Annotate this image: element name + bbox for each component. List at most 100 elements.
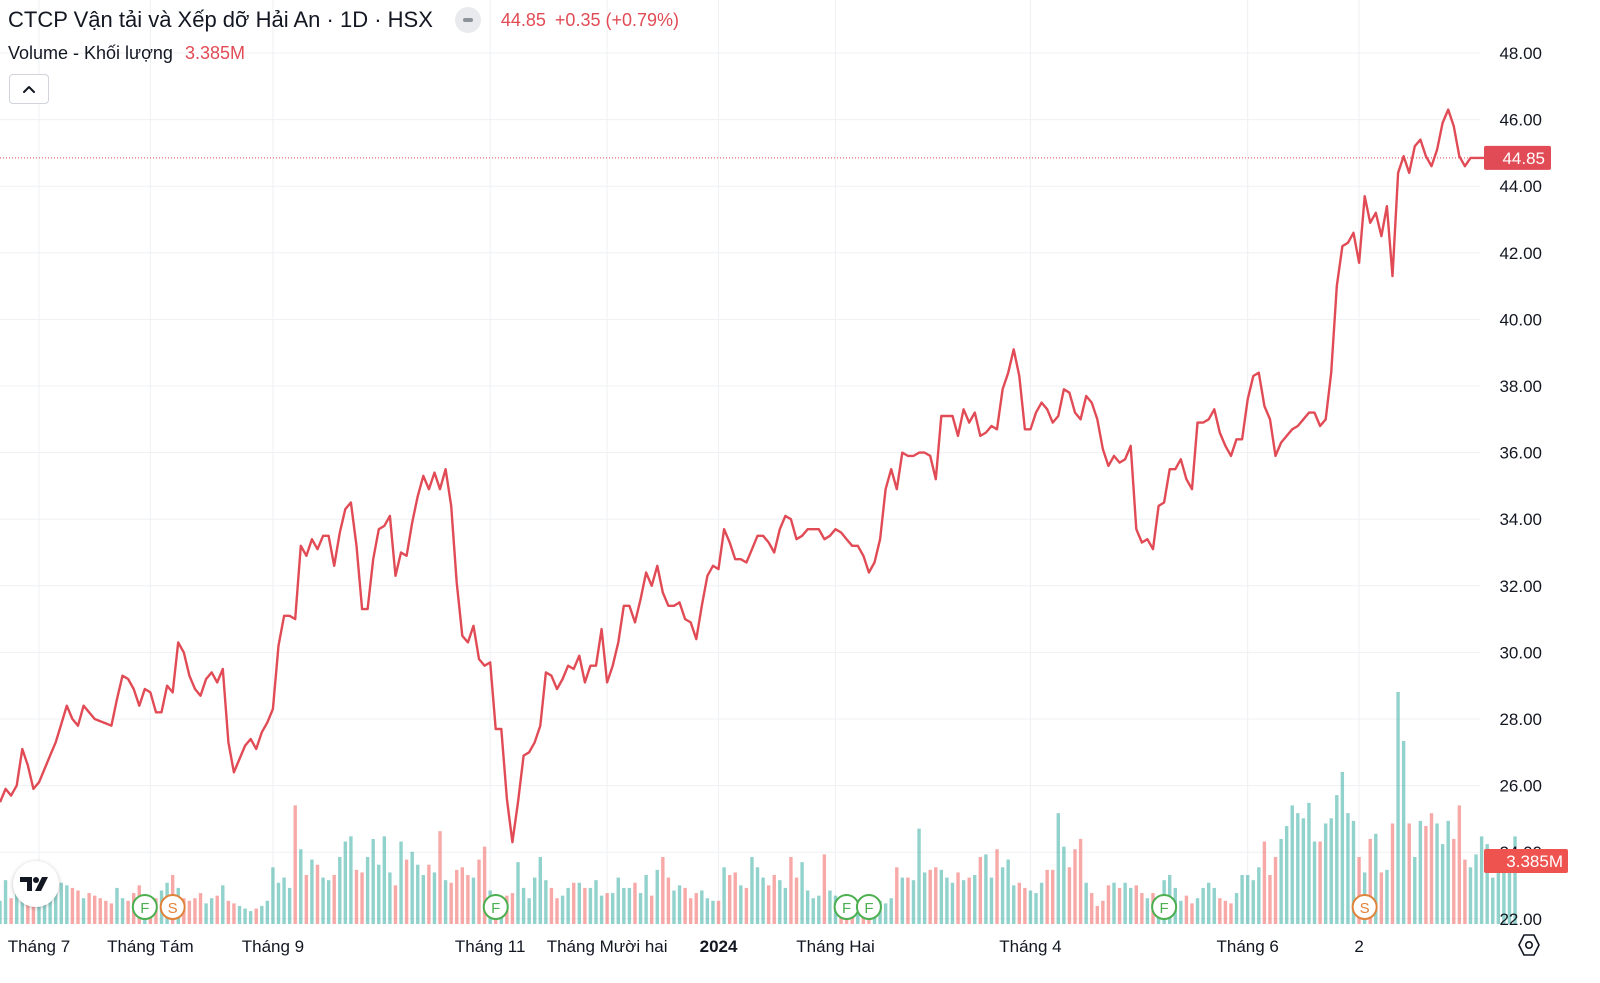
volume-bar — [126, 900, 130, 924]
volume-bar — [766, 885, 771, 924]
tradingview-logo[interactable] — [13, 861, 59, 907]
volume-bar — [566, 887, 570, 924]
volume-bar — [805, 890, 810, 924]
volume-bar — [1195, 898, 1200, 924]
x-axis-label: Tháng Tám — [107, 937, 194, 956]
volume-bar — [81, 898, 86, 924]
volume-bar — [755, 867, 760, 924]
volume-bar — [326, 880, 331, 924]
event-marker-label: F — [140, 900, 149, 917]
volume-bar — [1045, 869, 1049, 924]
volume-bar — [321, 877, 325, 924]
volume-bar — [1039, 882, 1044, 924]
volume-bar — [1201, 887, 1205, 924]
volume-bar — [1418, 820, 1423, 924]
event-marker-label: S — [1360, 900, 1370, 917]
y-axis-label: 42.00 — [1499, 244, 1542, 263]
volume-bar — [1479, 836, 1484, 924]
volume-bar — [466, 875, 470, 924]
volume-bar — [449, 882, 453, 924]
volume-bar — [1407, 823, 1411, 924]
volume-bar — [1502, 856, 1506, 924]
symbol-title[interactable]: CTCP Vận tải và Xếp dỡ Hải An · 1D · HSX — [8, 7, 433, 32]
event-marker — [1151, 894, 1178, 920]
y-axis-label: 48.00 — [1499, 44, 1542, 63]
volume-bar — [248, 911, 253, 924]
volume-bar — [193, 898, 197, 924]
volume-bar — [683, 887, 687, 924]
volume-bar — [1268, 875, 1272, 924]
volume-bar — [611, 893, 615, 924]
volume-bar — [666, 877, 671, 924]
volume-bar — [215, 895, 219, 924]
volume-bar — [577, 882, 581, 924]
market-status-icon[interactable] — [454, 7, 481, 33]
volume-bar — [544, 880, 548, 924]
volume-bar — [349, 836, 353, 924]
volume-bar — [1468, 867, 1473, 924]
volume-bar — [928, 869, 932, 924]
volume-bar — [76, 890, 80, 924]
volume-bar — [649, 895, 654, 924]
volume-bar — [967, 877, 971, 924]
volume-bar — [187, 900, 192, 924]
volume-bar — [438, 831, 442, 924]
collapse-legend-button[interactable] — [9, 74, 49, 104]
volume-bar — [1491, 877, 1495, 924]
volume-bar — [1112, 882, 1116, 924]
volume-bar — [98, 898, 102, 924]
volume-bar — [1179, 900, 1183, 924]
volume-bar — [711, 900, 715, 924]
volume-bar — [198, 893, 203, 924]
volume-bar — [1000, 867, 1005, 924]
volume-bar — [1440, 844, 1445, 924]
volume-label[interactable]: Volume - Khối lượng — [8, 43, 173, 63]
volume-bar — [42, 890, 47, 924]
volume-bar — [1368, 838, 1372, 924]
volume-bar — [1374, 833, 1378, 924]
last-price-tag — [1484, 145, 1551, 170]
volume-bar — [516, 862, 520, 924]
volume-bar — [778, 880, 782, 924]
volume-bar — [1485, 844, 1489, 924]
volume-bar — [688, 898, 693, 924]
volume-bar — [59, 882, 63, 924]
volume-bar — [1056, 813, 1060, 924]
volume-bar — [1284, 826, 1289, 924]
chevron-up-icon — [23, 85, 35, 93]
volume-bar — [48, 895, 52, 924]
volume-bar — [661, 856, 665, 924]
volume-bar — [226, 900, 231, 924]
volume-bar — [956, 872, 960, 924]
volume-bar — [9, 898, 13, 924]
volume-bar — [1078, 838, 1083, 924]
volume-bar — [900, 877, 905, 924]
volume-bar — [3, 880, 8, 924]
x-axis-label: Tháng 4 — [999, 937, 1061, 956]
volume-bar — [404, 859, 409, 924]
volume-bar — [1346, 813, 1350, 924]
volume-bar — [232, 903, 236, 924]
volume-bar — [416, 864, 420, 924]
volume-bar — [917, 828, 921, 924]
volume-bar — [1273, 856, 1278, 924]
volume-bar — [1090, 893, 1094, 924]
volume-bar — [243, 908, 247, 924]
volume-bar — [471, 877, 476, 924]
event-marker-label: F — [864, 900, 873, 917]
gear-icon[interactable] — [1516, 932, 1542, 958]
volume-bar — [365, 856, 370, 924]
volume-bar — [382, 836, 387, 924]
y-axis-label: 22.00 — [1499, 910, 1542, 929]
volume-bar — [744, 887, 749, 924]
volume-legend-row: Volume - Khối lượng 3.385M — [8, 43, 254, 64]
volume-bar — [583, 887, 587, 924]
last-volume-tag-label: 3.385M — [1506, 852, 1563, 871]
volume-bar — [594, 880, 598, 924]
volume-bar — [299, 849, 303, 924]
volume-bar — [700, 890, 704, 924]
volume-bar — [360, 872, 364, 924]
volume-bar — [460, 867, 465, 924]
volume-bar — [15, 887, 19, 924]
